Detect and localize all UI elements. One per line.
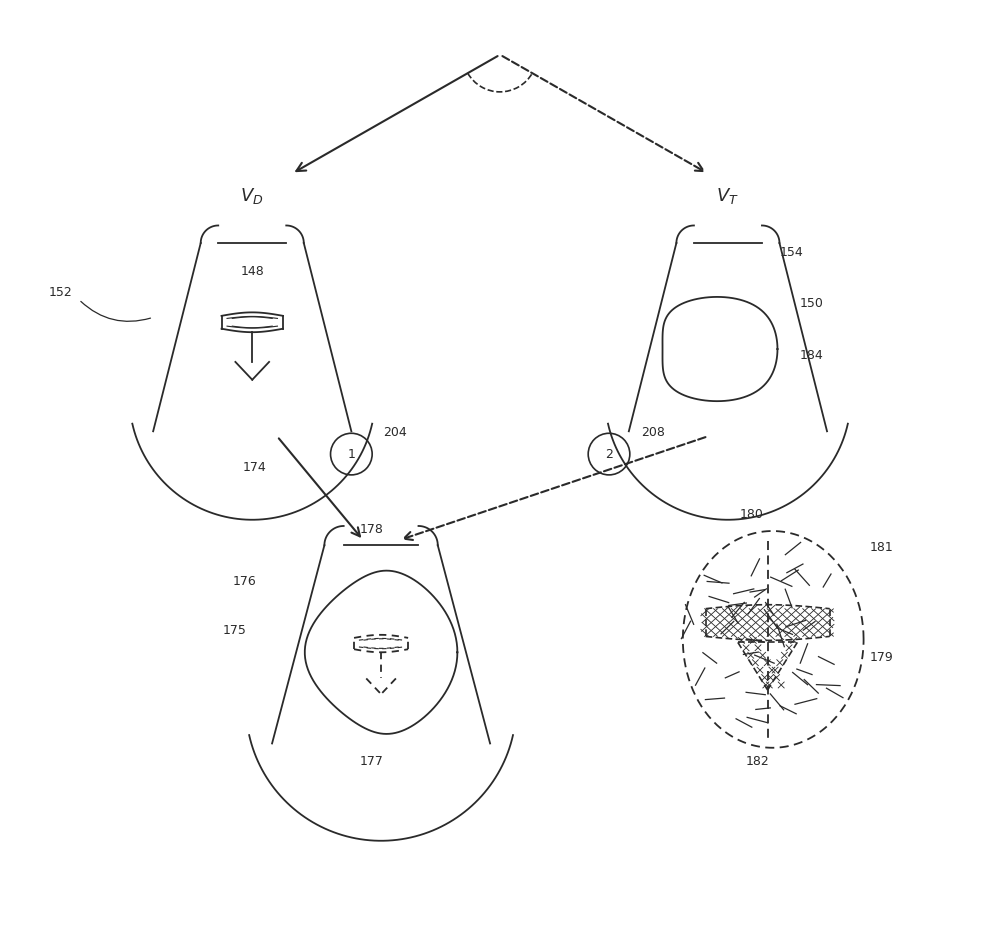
Text: 176: 176 [232, 575, 256, 588]
Text: 150: 150 [799, 297, 823, 310]
Text: 177: 177 [359, 756, 383, 769]
Text: $V_D$: $V_D$ [240, 186, 264, 206]
Text: 208: 208 [641, 426, 665, 439]
Text: 180: 180 [740, 508, 764, 521]
Text: 152: 152 [49, 285, 73, 298]
Text: 2: 2 [605, 447, 613, 460]
Text: 181: 181 [870, 541, 893, 554]
Text: 182: 182 [746, 756, 770, 769]
Text: $V_T$: $V_T$ [716, 186, 739, 206]
Text: 178: 178 [359, 523, 383, 536]
Text: 148: 148 [240, 265, 264, 278]
Text: 204: 204 [383, 426, 407, 439]
Text: 184: 184 [799, 349, 823, 362]
Text: 175: 175 [223, 624, 246, 637]
Text: 179: 179 [870, 651, 893, 664]
Text: 1: 1 [347, 447, 355, 460]
Text: 174: 174 [242, 461, 266, 474]
Text: 154: 154 [779, 246, 803, 259]
